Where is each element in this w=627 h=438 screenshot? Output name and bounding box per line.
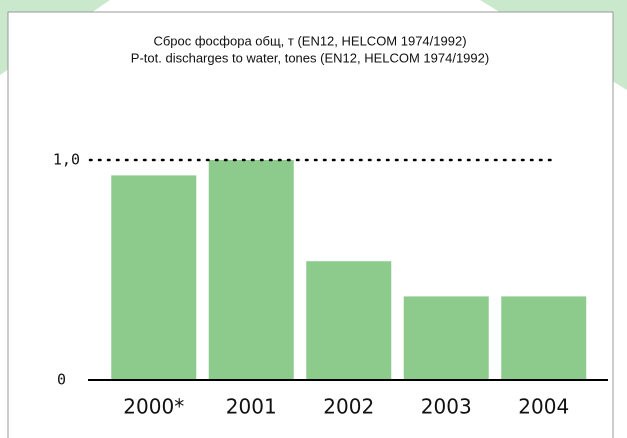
- x-tick-label: 2002: [323, 395, 374, 419]
- y-tick-label: 1,0: [53, 151, 80, 169]
- bar: [403, 296, 489, 380]
- y-tick-label: 0: [57, 371, 66, 389]
- bar: [501, 296, 587, 380]
- x-tick-label: 2000*: [123, 395, 184, 419]
- bar: [208, 160, 294, 380]
- bar: [306, 261, 392, 380]
- chart-subtitle: P-tot. discharges to water, tones (EN12,…: [131, 50, 489, 65]
- x-tick-label: 2003: [421, 395, 472, 419]
- x-tick-label: 2001: [226, 395, 277, 419]
- chart-title: Сброс фосфора общ, т (EN12, HELCOM 1974/…: [153, 33, 466, 48]
- bar: [111, 175, 197, 380]
- x-tick-label: 2004: [518, 395, 569, 419]
